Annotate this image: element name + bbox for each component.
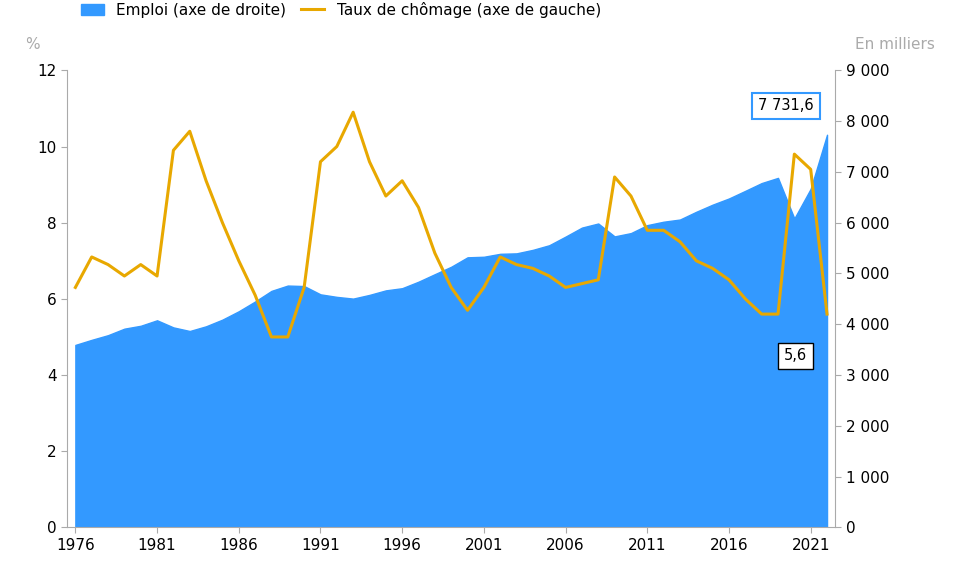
Text: En milliers: En milliers	[855, 37, 935, 52]
Text: 7 731,6: 7 731,6	[758, 98, 814, 113]
Text: %: %	[25, 37, 39, 52]
Text: 5,6: 5,6	[784, 349, 807, 363]
Legend: Emploi (axe de droite), Taux de chômage (axe de gauche): Emploi (axe de droite), Taux de chômage …	[75, 0, 607, 24]
